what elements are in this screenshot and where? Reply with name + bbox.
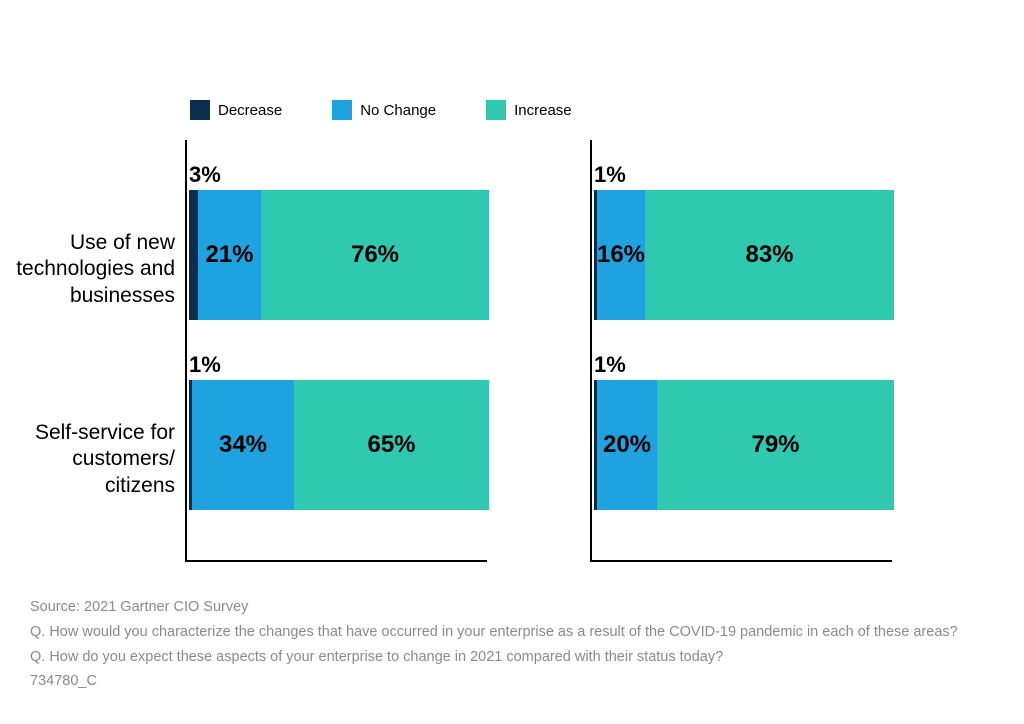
footer-q1: Q. How would you characterize the change…	[30, 620, 994, 645]
row-label-1: Use of new technologies and businesses	[0, 230, 175, 309]
seg-no-change: 21%	[198, 190, 261, 320]
seg-no-change: 16%	[597, 190, 645, 320]
seg-value: 3%	[189, 162, 221, 188]
legend-label: No Change	[360, 102, 436, 119]
seg-value: 1%	[189, 352, 221, 378]
seg-value: 79%	[751, 431, 799, 459]
bar-left-row1: 3% 21% 76%	[189, 190, 489, 320]
seg-value: 20%	[603, 431, 651, 459]
bar-left-row2: 1% 34% 65%	[189, 380, 489, 510]
seg-value: 83%	[745, 241, 793, 269]
seg-value: 1%	[594, 352, 626, 378]
footer: Source: 2021 Gartner CIO Survey Q. How w…	[30, 595, 994, 694]
seg-increase: 76%	[261, 190, 489, 320]
bar-right-row2: 1% 20% 79%	[594, 380, 894, 510]
legend-label: Decrease	[218, 102, 282, 119]
seg-no-change: 20%	[597, 380, 657, 510]
legend: Decrease No Change Increase	[190, 100, 572, 120]
legend-item-no-change: No Change	[332, 100, 436, 120]
seg-decrease: 3%	[189, 190, 198, 320]
seg-increase: 83%	[645, 190, 894, 320]
swatch-increase	[486, 100, 506, 120]
footer-source: Source: 2021 Gartner CIO Survey	[30, 595, 994, 620]
panel-right: 1% 16% 83% 1% 20% 79%	[590, 140, 892, 562]
legend-item-increase: Increase	[486, 100, 572, 120]
row-label-2: Self-service for customers/ citizens	[0, 420, 175, 499]
swatch-decrease	[190, 100, 210, 120]
panel-left: 3% 21% 76% 1% 34% 65%	[185, 140, 487, 562]
seg-value: 1%	[594, 162, 626, 188]
seg-value: 21%	[205, 241, 253, 269]
seg-value: 76%	[351, 241, 399, 269]
seg-value: 34%	[219, 431, 267, 459]
seg-value: 65%	[367, 431, 415, 459]
seg-increase: 79%	[657, 380, 894, 510]
swatch-no-change	[332, 100, 352, 120]
footer-q2: Q. How do you expect these aspects of yo…	[30, 645, 994, 670]
seg-value: 16%	[597, 241, 645, 269]
legend-item-decrease: Decrease	[190, 100, 282, 120]
footer-ref: 734780_C	[30, 669, 994, 694]
bar-right-row1: 1% 16% 83%	[594, 190, 894, 320]
seg-no-change: 34%	[192, 380, 294, 510]
legend-label: Increase	[514, 102, 572, 119]
seg-increase: 65%	[294, 380, 489, 510]
